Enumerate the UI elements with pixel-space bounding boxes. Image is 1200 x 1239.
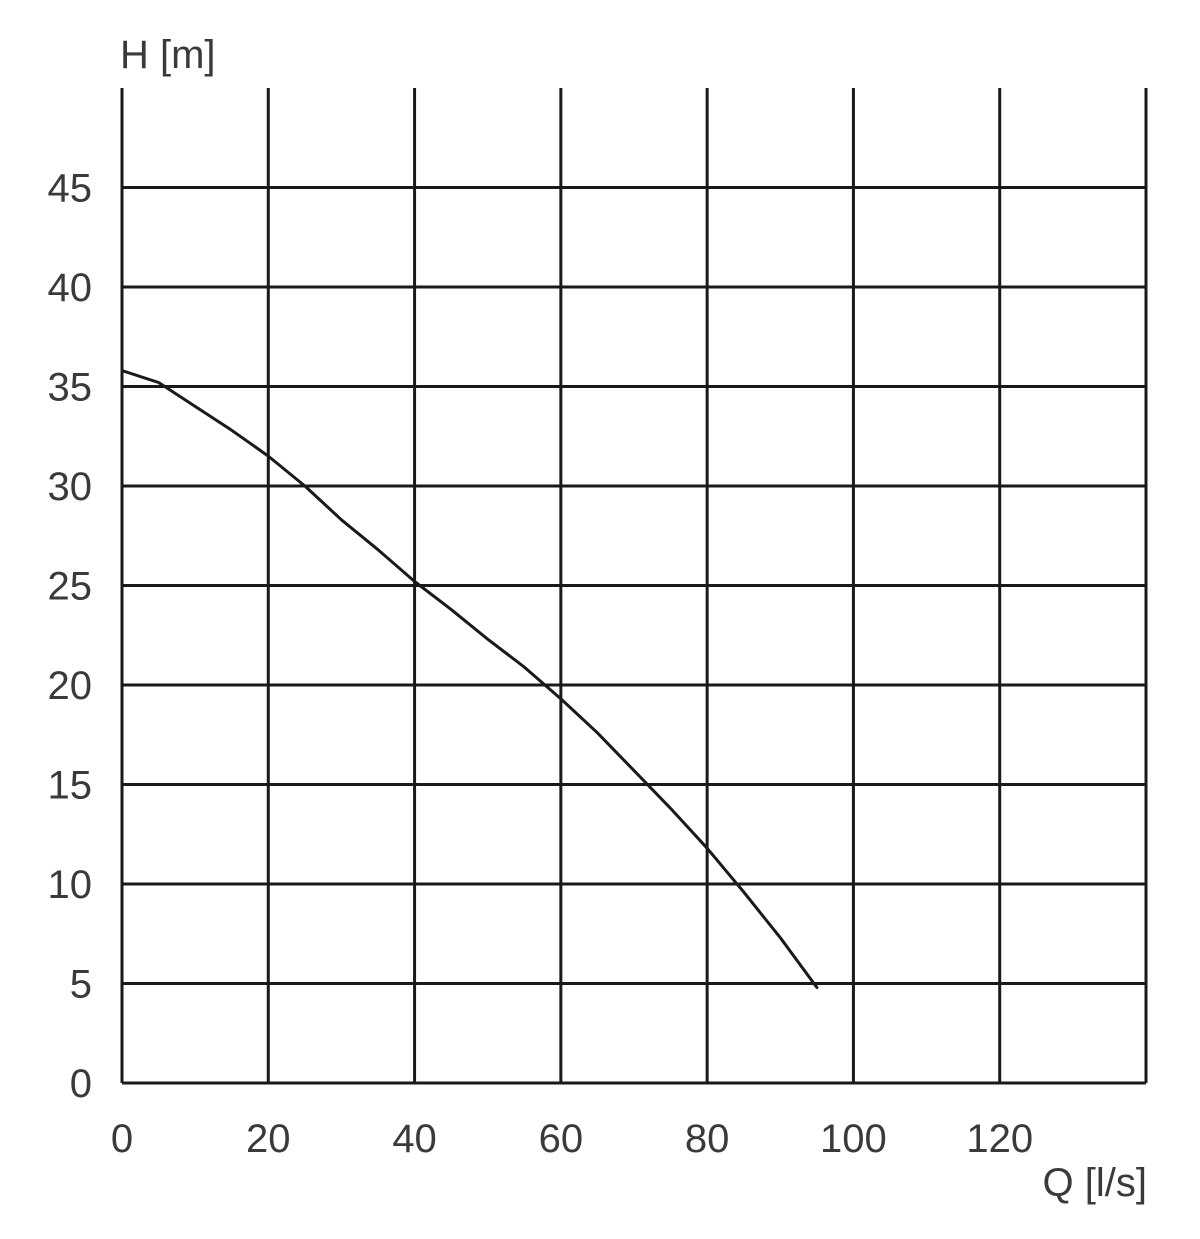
- y-tick-label-0: 0: [70, 1062, 92, 1106]
- x-tick-label-100: 100: [820, 1117, 887, 1161]
- y-tick-label-5: 5: [70, 963, 92, 1007]
- x-tick-label-120: 120: [966, 1117, 1033, 1161]
- y-tick-label-15: 15: [48, 764, 93, 808]
- y-tick-label-20: 20: [48, 664, 93, 708]
- y-tick-label-40: 40: [48, 266, 93, 310]
- x-tick-label-0: 0: [111, 1117, 133, 1161]
- y-tick-label-30: 30: [48, 465, 93, 509]
- x-axis-label: Q [l/s]: [1043, 1161, 1147, 1205]
- tick-labels: 0 20 40 60 80 100 120 0 5 10 15 20 25 30 35 40 45: [48, 167, 1034, 1162]
- y-tick-label-35: 35: [48, 366, 93, 410]
- x-tick-label-60: 60: [539, 1117, 584, 1161]
- y-axis-label: H [m]: [120, 33, 216, 77]
- grid: [120, 88, 1148, 1085]
- x-tick-label-40: 40: [392, 1117, 437, 1161]
- x-tick-label-20: 20: [246, 1117, 291, 1161]
- y-tick-label-45: 45: [48, 167, 93, 211]
- x-tick-label-80: 80: [685, 1117, 730, 1161]
- series-layer: [120, 369, 819, 989]
- series-line-0: [120, 369, 819, 989]
- y-tick-label-25: 25: [48, 565, 93, 609]
- y-tick-label-10: 10: [48, 863, 93, 907]
